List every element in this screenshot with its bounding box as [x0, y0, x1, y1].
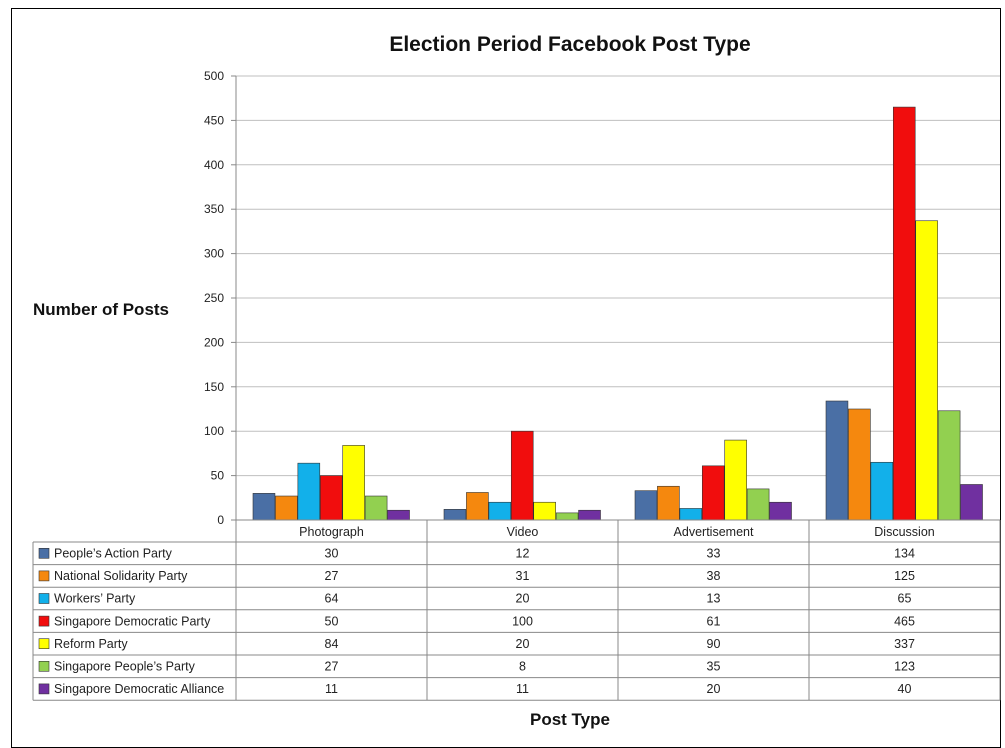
- data-value: 8: [519, 660, 526, 674]
- bar: [634, 490, 658, 521]
- bar: [746, 488, 770, 521]
- bar: [252, 493, 276, 521]
- data-value: 27: [325, 660, 339, 674]
- legend-swatch: [38, 547, 50, 559]
- data-value: 134: [894, 547, 915, 561]
- data-value: 30: [325, 547, 339, 561]
- y-tick-label: 0: [217, 513, 224, 527]
- legend-label: People’s Action Party: [54, 547, 173, 561]
- data-value: 35: [707, 660, 721, 674]
- y-tick-label: 250: [204, 291, 224, 305]
- bar: [275, 495, 298, 521]
- bar: [769, 501, 792, 521]
- legend-label: National Solidarity Party: [54, 569, 188, 583]
- y-tick-label: 450: [204, 113, 224, 127]
- bar: [679, 508, 703, 521]
- bar: [297, 462, 321, 521]
- data-value: 12: [516, 547, 530, 561]
- data-value: 20: [707, 682, 721, 696]
- bar: [848, 408, 871, 521]
- category-label: Advertisement: [674, 525, 754, 539]
- data-value: 27: [325, 569, 339, 583]
- x-axis-label: Post Type: [530, 710, 610, 729]
- data-value: 11: [516, 682, 529, 696]
- data-value: 33: [707, 547, 721, 561]
- data-value: 465: [894, 614, 915, 628]
- bar: [488, 501, 512, 521]
- legend-label: Reform Party: [54, 637, 128, 651]
- legend-swatch: [38, 660, 50, 672]
- data-value: 90: [707, 637, 721, 651]
- bar: [342, 445, 365, 521]
- data-value: 64: [325, 592, 339, 606]
- y-tick-label: 100: [204, 424, 224, 438]
- bar: [960, 484, 983, 521]
- bar: [724, 439, 747, 521]
- legend-label: Singapore Democratic Alliance: [54, 682, 224, 696]
- bar: [937, 410, 961, 521]
- y-tick-label: 350: [204, 202, 224, 216]
- legend-swatch: [38, 683, 50, 695]
- category-label: Discussion: [874, 525, 934, 539]
- legend-swatch: [38, 570, 50, 582]
- y-tick-label: 200: [204, 335, 224, 349]
- data-value: 40: [898, 682, 912, 696]
- data-value: 20: [516, 592, 530, 606]
- y-tick-label: 50: [211, 469, 225, 483]
- data-value: 31: [516, 569, 530, 583]
- data-value: 38: [707, 569, 721, 583]
- y-tick-label: 400: [204, 158, 224, 172]
- data-value: 20: [516, 637, 530, 651]
- bar: [510, 430, 534, 521]
- data-value: 337: [894, 637, 915, 651]
- bar: [701, 465, 725, 521]
- category-label: Photograph: [299, 525, 364, 539]
- y-tick-label: 150: [204, 380, 224, 394]
- legend-label: Singapore People’s Party: [54, 660, 196, 674]
- data-value: 50: [325, 614, 339, 628]
- bar: [443, 509, 467, 521]
- legend-label: Workers’ Party: [54, 592, 136, 606]
- bar: [466, 492, 489, 521]
- legend-label: Singapore Democratic Party: [54, 614, 211, 628]
- bar: [870, 461, 894, 521]
- data-value: 65: [898, 592, 912, 606]
- bar: [892, 106, 916, 521]
- data-value: 123: [894, 660, 915, 674]
- legend-swatch: [38, 615, 50, 627]
- bar: [657, 485, 680, 521]
- bar: [533, 501, 556, 521]
- category-label: Video: [507, 525, 539, 539]
- data-value: 13: [707, 592, 721, 606]
- data-value: 100: [512, 614, 533, 628]
- bar: [915, 220, 938, 521]
- y-tick-label: 500: [204, 69, 224, 83]
- bar: [555, 512, 579, 521]
- data-value: 61: [707, 614, 721, 628]
- data-value: 84: [325, 637, 339, 651]
- bar: [319, 475, 343, 521]
- legend-swatch: [38, 593, 50, 604]
- bar: [387, 509, 410, 521]
- bar: [825, 400, 849, 521]
- data-value: 11: [325, 682, 338, 696]
- bar: [578, 509, 601, 521]
- data-value: 125: [894, 569, 915, 583]
- chart-title: Election Period Facebook Post Type: [389, 33, 751, 56]
- bar: [364, 495, 388, 521]
- y-axis-label: Number of Posts: [33, 300, 170, 319]
- y-tick-label: 300: [204, 247, 224, 261]
- legend-swatch: [38, 638, 50, 650]
